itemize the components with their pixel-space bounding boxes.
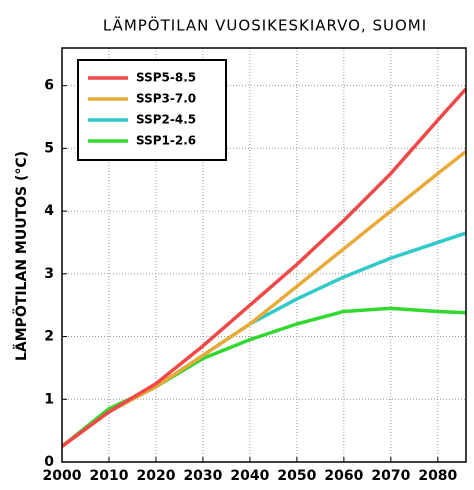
y-tick-label: 2 [44,329,54,345]
chart-title: LÄMPÖTILAN VUOSIKESKIARVO, SUOMI [103,16,427,35]
x-tick-label: 2070 [371,468,410,484]
x-tick-label: 2050 [277,468,316,484]
series-line [60,231,467,448]
legend-label: SSP3-7.0 [136,92,196,106]
x-tick-label: 2010 [89,468,128,484]
y-tick-label: 4 [44,203,54,219]
x-tick-label: 2000 [43,468,82,484]
series-line [60,306,467,448]
plot-frame [61,47,467,463]
y-tick-label: 6 [44,78,54,94]
x-tick-label: 2080 [418,468,457,484]
x-tick-label: 2060 [324,468,363,484]
y-tick-label: 1 [44,391,54,407]
x-tick-label: 2020 [136,468,175,484]
y-tick-label: 5 [44,140,54,156]
series-line [60,87,468,448]
y-axis-label: LÄMPÖTILAN MUUTOS (°C) [12,151,30,361]
x-tick-label: 2040 [230,468,269,484]
y-tick-label: 3 [44,266,54,282]
legend-label: SSP5-8.5 [136,71,196,85]
legend-label: SSP1-2.6 [136,134,196,148]
x-tick-label: 2030 [183,468,222,484]
y-tick-label: 0 [44,454,54,470]
legend-label: SSP2-4.5 [136,113,196,127]
